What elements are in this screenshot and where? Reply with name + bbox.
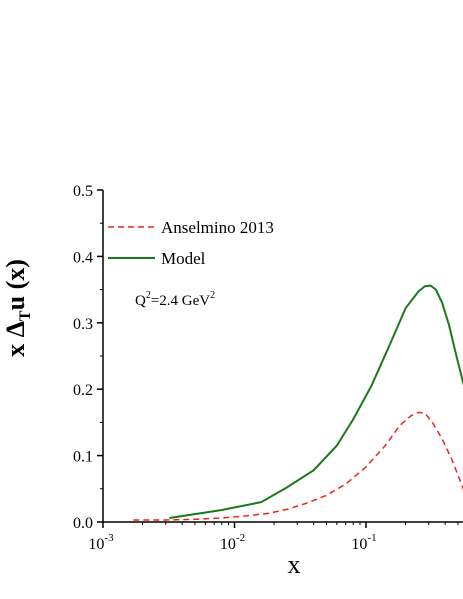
legend-label-anselmino-2013: Anselmino 2013: [161, 218, 274, 237]
x-tick-label: 10-3: [88, 532, 114, 553]
legend-label-model: Model: [161, 249, 206, 268]
y-tick-label: 0.2: [73, 382, 93, 399]
x-axis-label: x: [288, 550, 301, 579]
y-tick-label: 0.3: [73, 316, 93, 333]
y-tick-label: 0.0: [73, 515, 93, 532]
series-line-anselmino-2013: [133, 411, 463, 521]
x-tick-label: 10-1: [351, 532, 376, 553]
series-line-model: [169, 284, 463, 519]
y-tick-label: 0.1: [73, 449, 93, 466]
x-ticks: 10-3 10-2 10-1: [88, 522, 459, 553]
y-tick-label: 0.4: [73, 249, 93, 266]
legend: Anselmino 2013 Model: [108, 218, 274, 268]
y-axis-label: x ΔTu (x): [1, 259, 34, 357]
annotation-q2: Q2=2.4 GeV2: [135, 290, 215, 309]
x-tick-label: 10-2: [220, 532, 245, 553]
y-tick-label: 0.5: [73, 183, 93, 200]
y-ticks: 0.0 0.1 0.2 0.3 0.4 0.5: [73, 183, 103, 532]
